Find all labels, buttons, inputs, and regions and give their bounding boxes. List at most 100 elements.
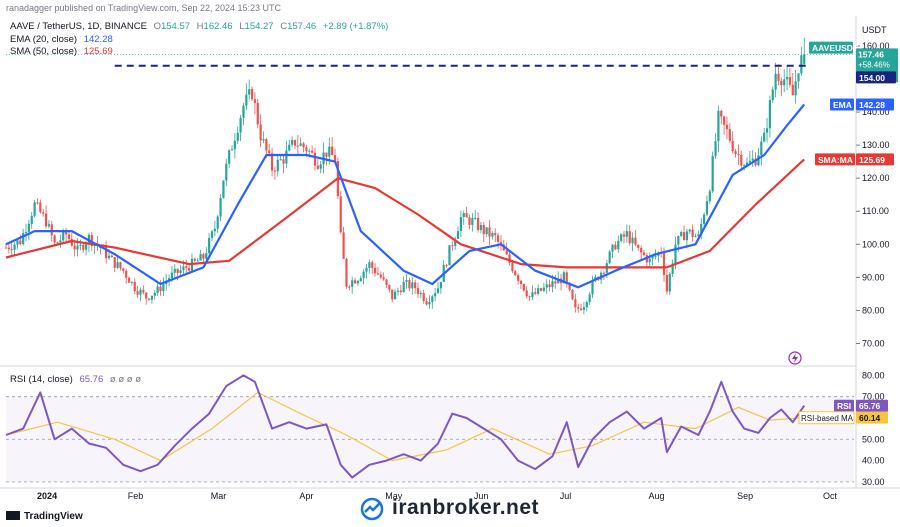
candle-body [262, 139, 265, 141]
candle-body [803, 54, 806, 64]
candle-body [511, 262, 514, 272]
candle-body [133, 281, 136, 292]
candle-body [642, 252, 646, 256]
candle-body [474, 217, 477, 219]
candle-body [279, 159, 282, 161]
candle-body [50, 224, 53, 236]
candle-body [494, 232, 497, 236]
candle-body [617, 240, 620, 250]
candle-body [496, 235, 500, 242]
candle-body [680, 232, 683, 236]
candle-body [748, 160, 751, 163]
candle-body [396, 290, 400, 292]
candle-body [127, 277, 131, 283]
price-axis-label: 130.00 [862, 140, 890, 150]
candle-body [491, 232, 494, 237]
candle-body [708, 191, 711, 202]
candle-body [356, 281, 360, 284]
sma-tag-badge-bg [815, 153, 855, 166]
candle-body [648, 258, 651, 263]
candle-body [654, 255, 657, 257]
candle-body [273, 170, 277, 172]
candle-body [731, 140, 734, 152]
ohlc-high-label: H [196, 21, 204, 32]
candle-body [602, 272, 606, 274]
candle-body [628, 231, 631, 244]
legend-symbol-row: AAVE / TetherUS, 1D, BINANCE O154.57 H16… [10, 21, 392, 32]
candle-body [313, 152, 317, 166]
candle-body [368, 262, 371, 268]
candle-body [333, 155, 337, 162]
time-axis-label: 2024 [37, 491, 57, 501]
candle-body [196, 260, 199, 262]
candle-body [514, 271, 517, 276]
candle-body [219, 198, 222, 217]
candle-body [677, 235, 680, 245]
legend-sma-row[interactable]: SMA (50, close) 125.69 [10, 46, 117, 57]
candle-body [451, 245, 454, 247]
candle-body [482, 224, 485, 235]
candle-body [562, 272, 565, 284]
candle-body [125, 270, 128, 278]
candle-body [479, 224, 483, 231]
candle-body [339, 196, 342, 233]
candle-body [711, 156, 714, 192]
candle-body [631, 237, 634, 244]
candle-body [419, 292, 422, 294]
candle-body [728, 129, 731, 141]
candle-body [554, 281, 557, 284]
candle-body [242, 105, 245, 118]
candle-body [399, 290, 402, 293]
candle-body [720, 110, 723, 117]
symbol-name[interactable]: AAVE / TetherUS, 1D, BINANCE [10, 21, 147, 32]
time-axis-label: Sep [737, 491, 753, 501]
candle-body [305, 147, 308, 152]
tradingview-logo-icon [6, 511, 20, 520]
candle-body [780, 80, 783, 86]
candle-body [348, 286, 351, 288]
candle-body [740, 154, 743, 166]
candle-body [634, 237, 637, 245]
candle-body [319, 164, 322, 169]
candle-body [557, 278, 560, 284]
candle-body [405, 280, 408, 282]
candle-body [717, 110, 720, 142]
candle-body [425, 301, 428, 305]
candle-body [270, 153, 274, 171]
candle-body [311, 150, 314, 153]
candle-body [714, 141, 717, 157]
candle-body [376, 273, 380, 275]
legend-rsi-row[interactable]: RSI (14, close) 65.76 ø ø ø ø [10, 374, 145, 385]
ohlc-open-label: O [153, 21, 161, 32]
candle-body [62, 231, 65, 241]
candle-body [107, 255, 111, 259]
candle-body [225, 163, 228, 181]
price-axis-label: 160.00 [862, 41, 890, 51]
candle-body [159, 286, 162, 292]
tradingview-logo[interactable]: TradingView [6, 511, 83, 522]
brand-watermark: iranbroker.net [392, 496, 540, 519]
candle-body [136, 291, 139, 295]
candle-body [153, 292, 156, 296]
candle-body [16, 240, 19, 245]
candle-body [299, 143, 302, 146]
ema-price-badge-bg [856, 98, 894, 111]
candle-body [385, 279, 388, 285]
candle-body [671, 263, 674, 274]
ohlc-change: +2.89 (+1.87%) [322, 21, 389, 32]
candle-body [422, 292, 425, 302]
candle-body [13, 244, 16, 250]
candle-body [765, 128, 769, 133]
rsi-ma-value-badge-bg [856, 411, 888, 424]
candle-body [771, 89, 774, 101]
candle-body [408, 280, 411, 289]
candle-body [228, 150, 231, 164]
candle-body [230, 149, 234, 151]
candle-body [170, 272, 174, 279]
legend-ema-row[interactable]: EMA (20, close) 142.28 [10, 34, 117, 45]
candle-body [119, 262, 122, 269]
candle-body [651, 256, 654, 259]
candle-body [468, 217, 471, 225]
